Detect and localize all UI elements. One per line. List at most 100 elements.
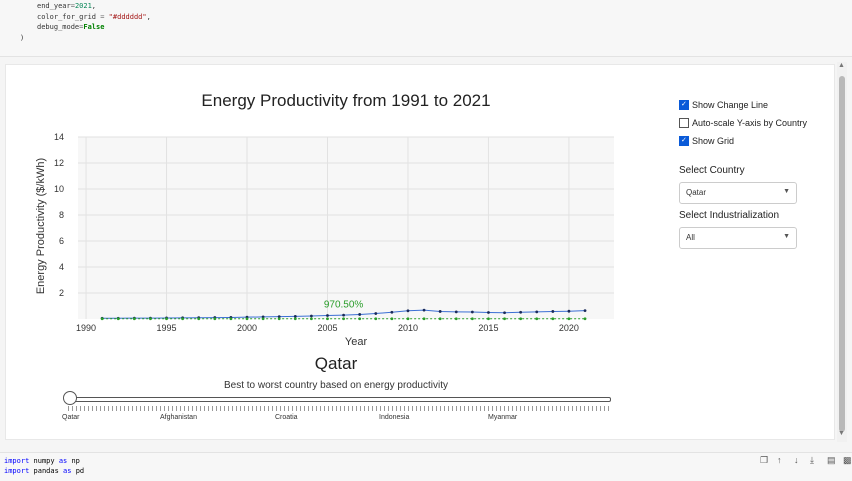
checkbox-unchecked-icon[interactable]: [679, 118, 689, 128]
data-point: [100, 317, 104, 321]
data-point: [374, 312, 378, 315]
country-slider-track[interactable]: [68, 397, 611, 402]
show-change-line-checkbox[interactable]: Show Change Line: [679, 100, 768, 110]
x-tick-label: 2005: [317, 323, 337, 333]
scroll-down-icon[interactable]: ▼: [838, 430, 845, 437]
data-point: [390, 317, 394, 321]
code-cell-top[interactable]: end_year=2021, color_for_grid = "#dddddd…: [0, 0, 852, 57]
data-point: [293, 315, 297, 318]
checkbox-checked-icon[interactable]: [679, 136, 689, 146]
data-point: [309, 314, 313, 318]
slider-label: Croatia: [275, 414, 298, 421]
data-point: [535, 310, 539, 314]
y-tick-label: 6: [59, 236, 64, 246]
code-token: as: [58, 457, 68, 465]
data-point: [165, 317, 168, 321]
select-industrialization-label: Select Industrialization: [679, 210, 780, 221]
checkbox-label: Auto-scale Y-axis by Country: [692, 118, 808, 128]
data-point: [374, 317, 378, 321]
data-point: [503, 317, 506, 321]
code-token: =: [79, 23, 84, 31]
code-token: color_for_grid: [37, 13, 97, 21]
y-tick-label: 10: [54, 184, 64, 194]
delete-icon[interactable]: ▩: [843, 455, 852, 465]
x-tick-label: 1990: [76, 323, 96, 333]
output-cell: 2 4 6 8 10 12 14 1990 1995 2000 2005 2010 2015 2020 …: [5, 64, 835, 440]
x-tick-label: 2010: [398, 323, 418, 333]
plot-area: [78, 137, 614, 319]
data-point: [277, 317, 281, 321]
output-scrollbar[interactable]: ▲ ▼: [837, 62, 847, 442]
data-point: [535, 317, 539, 321]
code-line: color_for_grid = "#dddddd",: [37, 13, 151, 21]
arrow-up-icon[interactable]: ↑: [777, 455, 782, 465]
show-grid-checkbox[interactable]: Show Grid: [679, 136, 734, 146]
split-icon[interactable]: ▤: [827, 455, 836, 465]
code-token: ,: [146, 13, 151, 21]
code-cell-bottom[interactable]: import numpy as np import pandas as pd: [0, 452, 852, 481]
data-point: [342, 317, 345, 321]
copy-icon[interactable]: ❐: [760, 455, 769, 465]
y-tick-label: 14: [54, 132, 64, 142]
country-slider-handle[interactable]: [63, 391, 77, 405]
chart-annotations: 970.50%: [324, 299, 364, 310]
code-token: numpy: [33, 457, 55, 465]
code-token: pandas: [33, 467, 59, 475]
change-annotation: 970.50%: [324, 299, 364, 310]
data-point: [149, 317, 152, 321]
data-point: [116, 317, 120, 321]
checkbox-checked-icon[interactable]: [679, 100, 689, 110]
code-token: =: [96, 13, 109, 21]
data-point: [470, 310, 474, 314]
data-point: [551, 317, 555, 321]
x-tick-label: 2000: [237, 323, 257, 333]
checkbox-label: Show Change Line: [692, 100, 769, 110]
data-point: [277, 315, 281, 319]
data-point: [519, 310, 523, 314]
select-value: All: [686, 233, 695, 242]
code-token: as: [63, 467, 72, 475]
code-line: debug_mode=False: [37, 23, 104, 31]
code-token: import: [4, 457, 30, 465]
grid-lines: [78, 136, 614, 319]
country-subtitle: Best to worst country based on energy pr…: [223, 380, 448, 391]
data-point: [197, 317, 201, 321]
chart-title: Energy Productivity from 1991 to 2021: [201, 91, 491, 110]
data-point: [326, 314, 329, 317]
code-line: import numpy as np: [4, 457, 80, 465]
data-point: [229, 317, 233, 321]
code-token: import: [4, 467, 30, 475]
data-point: [342, 313, 345, 317]
code-line: import pandas as pd: [4, 467, 84, 475]
code-token: end_year: [37, 2, 71, 10]
data-point: [438, 317, 442, 321]
scroll-up-icon[interactable]: ▲: [838, 62, 845, 69]
y-tick-label: 12: [54, 158, 64, 168]
scrollbar-thumb[interactable]: [839, 76, 845, 432]
data-point: [358, 313, 362, 316]
x-axis-label: Year: [344, 336, 368, 348]
data-point: [245, 317, 249, 321]
slider-label: Indonesia: [379, 414, 410, 421]
data-point: [503, 311, 506, 315]
code-token: ,: [91, 2, 97, 10]
data-point: [454, 310, 458, 314]
data-point: [309, 317, 313, 321]
auto-scale-checkbox[interactable]: Auto-scale Y-axis by Country: [679, 118, 807, 128]
country-select[interactable]: Qatar ▼: [679, 182, 797, 204]
x-axis-ticks: 1990 1995 2000 2005 2010 2015 2020: [76, 323, 579, 333]
data-point: [293, 317, 297, 321]
y-tick-label: 8: [59, 210, 64, 220]
data-point: [487, 317, 490, 321]
arrow-down-icon[interactable]: ↓: [794, 455, 799, 465]
chart-series: [100, 308, 587, 321]
code-line: ): [20, 34, 25, 42]
download-icon[interactable]: ⤓: [810, 455, 814, 465]
data-point: [181, 317, 185, 321]
slider-label: Qatar: [62, 414, 80, 421]
industrialization-select[interactable]: All ▼: [679, 227, 797, 249]
y-tick-label: 2: [59, 288, 64, 298]
data-point: [470, 317, 474, 321]
code-line: end_year=2021,: [37, 2, 96, 10]
code-token: pd: [75, 467, 85, 475]
